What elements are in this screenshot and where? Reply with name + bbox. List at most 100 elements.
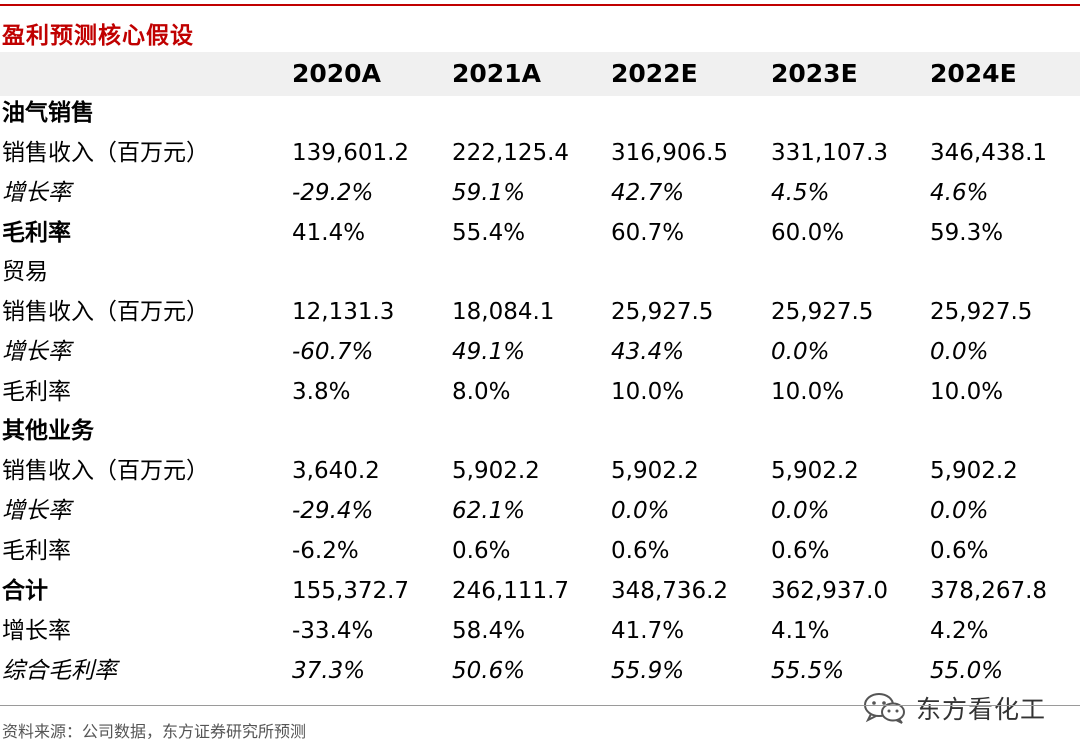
table-cell: 0.6% — [930, 538, 989, 564]
table-cell: 62.1% — [452, 498, 526, 524]
table-cell: 41.7% — [611, 618, 685, 644]
table-cell: 18,084.1 — [452, 299, 555, 325]
table-row: 增长率 -29.4% 62.1% 0.0% 0.0% 0.0% — [0, 491, 1080, 531]
table-cell: -60.7% — [292, 339, 374, 365]
table-cell: 59.1% — [452, 180, 526, 206]
table-cell: 25,927.5 — [611, 299, 714, 325]
table-cell: 0.0% — [930, 498, 989, 524]
table-cell: 346,438.1 — [930, 140, 1048, 166]
table-cell: 12,131.3 — [292, 299, 395, 325]
table-cell: -29.4% — [292, 498, 374, 524]
table-cell: 55.4% — [452, 220, 526, 246]
table-cell: 222,125.4 — [452, 140, 570, 166]
table-cell: 4.5% — [771, 180, 830, 206]
table-title: 盈利预测核心假设 — [2, 23, 194, 49]
watermark-text: 东方看化工 — [916, 695, 1047, 724]
table-cell: 5,902.2 — [771, 458, 859, 484]
table-cell: 58.4% — [452, 618, 526, 644]
row-label: 综合毛利率 — [2, 658, 117, 684]
row-label: 销售收入（百万元） — [2, 458, 209, 484]
column-header-2024e: 2024E — [930, 59, 1017, 88]
table-cell: 4.6% — [930, 180, 989, 206]
table-cell: 43.4% — [611, 339, 685, 365]
row-label: 毛利率 — [2, 538, 71, 564]
table-cell: -33.4% — [292, 618, 374, 644]
table-cell: 50.6% — [452, 658, 526, 684]
table-row: 毛利率 -6.2% 0.6% 0.6% 0.6% 0.6% — [0, 531, 1080, 571]
table-cell: 139,601.2 — [292, 140, 410, 166]
table-cell: 348,736.2 — [611, 578, 729, 604]
table-cell: 37.3% — [292, 658, 366, 684]
table-cell: 10.0% — [611, 379, 685, 405]
table-cell: 59.3% — [930, 220, 1004, 246]
row-label: 油气销售 — [2, 100, 94, 126]
table-cell: 0.0% — [611, 498, 670, 524]
table-cell: 3.8% — [292, 379, 351, 405]
table-cell: 362,937.0 — [771, 578, 889, 604]
table-cell: 5,902.2 — [930, 458, 1018, 484]
row-label: 增长率 — [2, 618, 71, 644]
table-cell: 0.0% — [930, 339, 989, 365]
table-cell: 49.1% — [452, 339, 526, 365]
table-cell: 378,267.8 — [930, 578, 1048, 604]
table-row-total: 合计 155,372.7 246,111.7 348,736.2 362,937… — [0, 571, 1080, 611]
row-label: 贸易 — [2, 259, 48, 285]
row-label: 增长率 — [2, 180, 71, 206]
column-header-2020a: 2020A — [292, 59, 381, 88]
table-cell: 55.9% — [611, 658, 685, 684]
column-header-2021a: 2021A — [452, 59, 541, 88]
table-cell: 55.5% — [771, 658, 845, 684]
table-row-section-other: 其他业务 — [0, 411, 1080, 451]
table-cell: 0.6% — [452, 538, 511, 564]
row-label: 毛利率 — [2, 220, 71, 246]
row-label: 增长率 — [2, 498, 71, 524]
table-cell: 5,902.2 — [452, 458, 540, 484]
table-cell: 0.6% — [611, 538, 670, 564]
table-cell: -6.2% — [292, 538, 359, 564]
row-label: 销售收入（百万元） — [2, 299, 209, 325]
table-cell: 246,111.7 — [452, 578, 570, 604]
table-cell: 25,927.5 — [771, 299, 874, 325]
table-cell: 331,107.3 — [771, 140, 889, 166]
table-cell: 4.1% — [771, 618, 830, 644]
row-label: 其他业务 — [2, 418, 94, 444]
table-cell: 42.7% — [611, 180, 685, 206]
table-cell: 8.0% — [452, 379, 511, 405]
table-cell: 316,906.5 — [611, 140, 729, 166]
column-header-2022e: 2022E — [611, 59, 698, 88]
table-row: 综合毛利率 37.3% 50.6% 55.9% 55.5% 55.0% — [0, 651, 1080, 691]
table-row: 毛利率 3.8% 8.0% 10.0% 10.0% 10.0% — [0, 372, 1080, 412]
table-cell: 60.7% — [611, 220, 685, 246]
table-row: 销售收入（百万元） 139,601.2 222,125.4 316,906.5 … — [0, 133, 1080, 173]
table-cell: 0.6% — [771, 538, 830, 564]
table-cell: 55.0% — [930, 658, 1004, 684]
wechat-icon — [864, 693, 905, 724]
table-cell: 5,902.2 — [611, 458, 699, 484]
table-row-section-trade: 贸易 — [0, 252, 1080, 292]
table-cell: 10.0% — [771, 379, 845, 405]
table-cell: 4.2% — [930, 618, 989, 644]
row-label: 毛利率 — [2, 379, 71, 405]
row-label: 销售收入（百万元） — [2, 140, 209, 166]
table-cell: 3,640.2 — [292, 458, 380, 484]
wechat-watermark: 东方看化工 — [862, 688, 1046, 728]
table-row: 毛利率 41.4% 55.4% 60.7% 60.0% 59.3% — [0, 213, 1080, 253]
column-header-band — [0, 52, 1080, 96]
table-cell: 0.0% — [771, 498, 830, 524]
table-cell: 0.0% — [771, 339, 830, 365]
table-row: 增长率 -60.7% 49.1% 43.4% 0.0% 0.0% — [0, 332, 1080, 372]
top-red-rule — [0, 4, 1080, 6]
table-cell: -29.2% — [292, 180, 374, 206]
column-header-2023e: 2023E — [771, 59, 858, 88]
source-note: 资料来源：公司数据，东方证券研究所预测 — [2, 722, 307, 741]
row-label: 合计 — [2, 578, 48, 604]
table-row: 增长率 -33.4% 58.4% 41.7% 4.1% 4.2% — [0, 611, 1080, 651]
bottom-rule — [0, 705, 1080, 706]
table-cell: 41.4% — [292, 220, 366, 246]
table-row: 销售收入（百万元） 3,640.2 5,902.2 5,902.2 5,902.… — [0, 451, 1080, 491]
table-cell: 155,372.7 — [292, 578, 410, 604]
table-row: 增长率 -29.2% 59.1% 42.7% 4.5% 4.6% — [0, 173, 1080, 213]
table-row: 销售收入（百万元） 12,131.3 18,084.1 25,927.5 25,… — [0, 292, 1080, 332]
row-label: 增长率 — [2, 339, 71, 365]
table-cell: 25,927.5 — [930, 299, 1033, 325]
